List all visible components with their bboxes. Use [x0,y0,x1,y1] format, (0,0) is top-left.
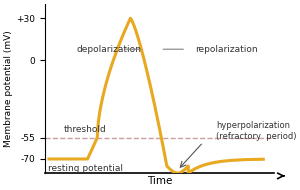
Text: repolarization: repolarization [195,45,257,54]
X-axis label: Time: Time [147,176,172,186]
Text: depolarization: depolarization [76,45,141,54]
Text: resting potential: resting potential [48,164,123,173]
Y-axis label: Membrane potential (mV): Membrane potential (mV) [4,30,13,147]
Text: threshold: threshold [64,125,107,134]
Text: hyperpolarization
(refractory  period): hyperpolarization (refractory period) [216,121,297,141]
